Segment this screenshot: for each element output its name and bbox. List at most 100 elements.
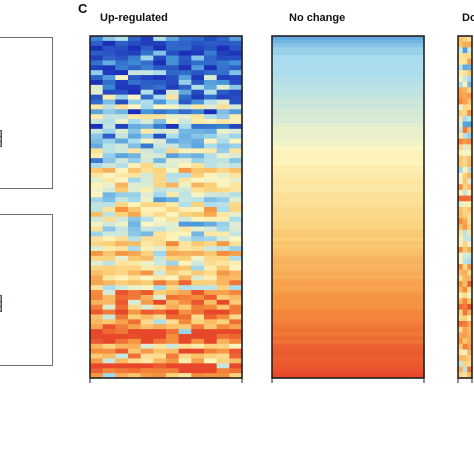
heatmap-cell xyxy=(128,172,142,179)
heatmap-cell xyxy=(458,155,464,162)
heatmap-cell xyxy=(272,172,425,178)
heatmap-cell xyxy=(458,326,464,333)
heatmap-cell xyxy=(128,128,142,135)
heatmap-cell xyxy=(272,218,425,223)
heatmap-cell xyxy=(216,192,230,198)
heatmap-cell xyxy=(153,187,167,193)
heatmap-cell xyxy=(166,172,180,179)
heatmap-cell xyxy=(115,373,129,379)
heatmap-cell xyxy=(90,358,104,364)
heatmap-cell xyxy=(115,153,129,159)
heatmap-cell xyxy=(102,70,116,76)
heatmap-cell xyxy=(229,75,243,81)
heatmap-cell xyxy=(467,127,473,134)
heatmap-cell xyxy=(128,324,142,330)
heatmap-cell xyxy=(462,315,468,322)
heatmap-cell xyxy=(115,348,129,355)
heatmap-cell xyxy=(115,79,129,86)
heatmap-cell xyxy=(128,65,142,71)
heatmap-cell xyxy=(462,355,468,362)
heatmap-cell xyxy=(191,202,205,208)
heatmap-cell xyxy=(115,148,129,154)
heatmap-cell xyxy=(128,334,142,340)
heatmap-cell xyxy=(272,351,425,356)
heatmap-cell xyxy=(467,64,473,71)
heatmap-cell xyxy=(102,236,116,242)
heatmap-cell xyxy=(272,267,425,273)
heatmap-cell xyxy=(115,128,129,135)
heatmap-cell xyxy=(467,144,473,151)
heatmap-cell xyxy=(462,121,468,128)
heatmap-cell xyxy=(467,338,473,345)
heatmap-cell xyxy=(128,119,142,125)
heatmap-cell xyxy=(191,309,205,316)
heatmap-cell xyxy=(462,201,468,208)
heatmap-cell xyxy=(467,115,473,123)
heatmap-cell xyxy=(204,207,218,213)
heatmap-cell xyxy=(462,70,468,77)
heatmap-cell xyxy=(90,246,104,252)
heatmap-cell xyxy=(178,104,192,110)
heatmap-cell xyxy=(166,197,180,203)
heatmap-cell xyxy=(204,211,218,218)
heatmap-cell xyxy=(140,246,154,252)
heatmap-cell xyxy=(140,89,154,96)
heatmap-cell xyxy=(166,133,180,140)
heatmap-cell xyxy=(229,216,243,223)
heatmap-cell xyxy=(462,115,468,123)
heatmap-cell xyxy=(102,153,116,159)
heatmap-cell xyxy=(272,233,425,238)
heatmap-cell xyxy=(102,270,116,276)
heatmap-cell xyxy=(90,60,104,66)
heatmap-cell xyxy=(90,128,104,135)
heatmap-cell xyxy=(128,45,142,52)
heatmap-cell xyxy=(102,353,116,360)
heatmap-cell xyxy=(467,298,473,305)
heatmap-cell xyxy=(458,167,464,174)
heatmap-cell xyxy=(140,255,154,262)
heatmap-cell xyxy=(178,294,192,301)
heatmap-cell xyxy=(166,216,180,223)
heatmap-cell xyxy=(166,163,180,169)
heatmap-cell xyxy=(229,167,243,174)
heatmap-cell xyxy=(272,104,425,109)
heatmap-cell xyxy=(166,128,180,135)
heatmap-cell xyxy=(102,50,116,57)
heatmap-cell xyxy=(102,363,116,369)
heatmap-up-regulated xyxy=(88,34,244,386)
heatmap-cell xyxy=(216,128,230,135)
heatmap-cell xyxy=(204,246,218,252)
heatmap-cell xyxy=(272,146,425,151)
heatmap-cell xyxy=(216,114,230,120)
heatmap-cell xyxy=(102,36,116,42)
heatmap-cell xyxy=(166,255,180,262)
heatmap-cell xyxy=(102,241,116,247)
heatmap-cell xyxy=(166,153,180,159)
left-subpanel-bottom xyxy=(0,214,53,366)
heatmap-cell xyxy=(115,94,129,101)
heatmap-cell xyxy=(115,55,129,62)
heatmap-cell xyxy=(229,45,243,52)
heatmap-cell xyxy=(102,65,116,71)
heatmap-cell xyxy=(115,221,129,228)
heatmap-cell xyxy=(272,317,425,322)
heatmap-cell xyxy=(166,294,180,301)
heatmap-cell xyxy=(204,299,218,306)
heatmap-cell xyxy=(128,221,142,228)
heatmap-cell xyxy=(128,104,142,110)
heatmap-cell xyxy=(166,143,180,149)
heatmap-cell xyxy=(229,358,243,364)
heatmap-cell xyxy=(128,99,142,105)
heatmap-cell xyxy=(90,338,104,345)
heatmap-cell xyxy=(272,226,425,231)
heatmap-cell xyxy=(115,285,129,291)
heatmap-cell xyxy=(166,148,180,154)
heatmap-cell xyxy=(272,237,425,242)
heatmap-cell xyxy=(153,299,167,306)
heatmap-cell xyxy=(467,246,473,254)
heatmap-cell xyxy=(166,265,180,272)
heatmap-cell xyxy=(128,133,142,140)
heatmap-cell xyxy=(191,324,205,330)
heatmap-cell xyxy=(191,299,205,306)
heatmap-cell xyxy=(462,75,468,83)
